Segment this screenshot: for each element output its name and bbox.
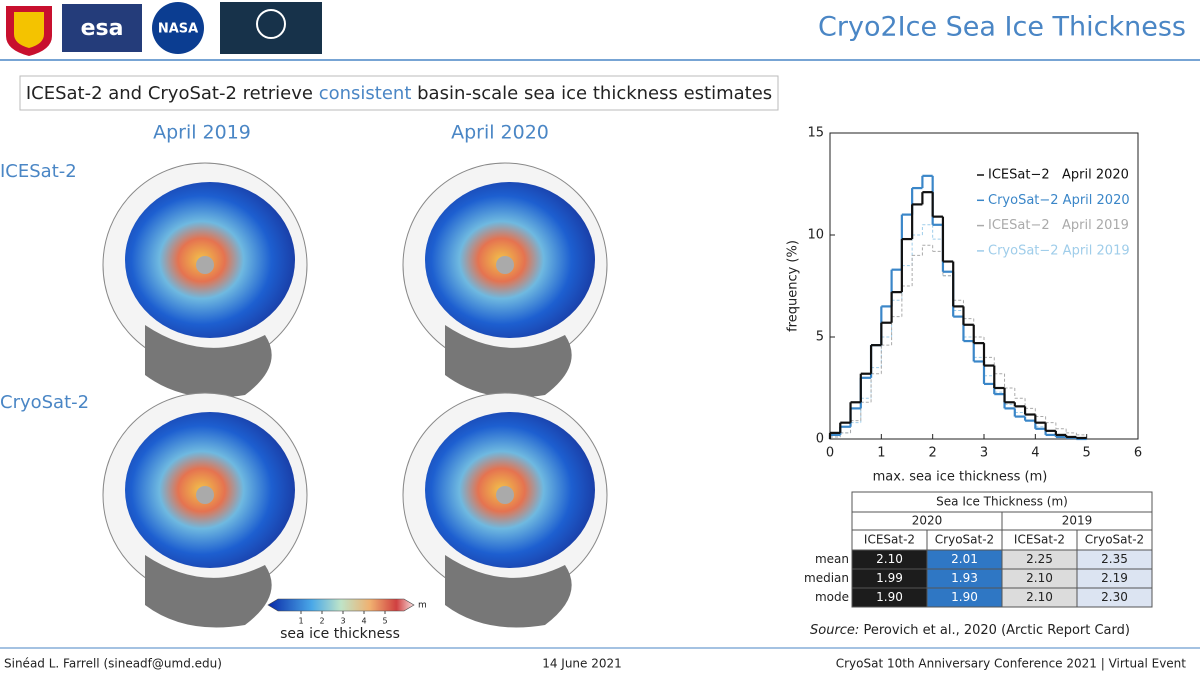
- legend-entry: ICESat−2 April 2020: [988, 168, 1129, 183]
- x-tick-label: 5: [1083, 446, 1091, 461]
- y-tick-label: 15: [807, 126, 824, 141]
- pole-hole: [496, 256, 514, 274]
- table-cell: [1076, 587, 1153, 608]
- legend-entry: CryoSat−2 April 2019: [988, 243, 1130, 258]
- mission-emblem: [256, 9, 286, 39]
- colorbar-ticks: 1 2 3 4 5: [298, 611, 388, 626]
- x-axis-label: max. sea ice thickness (m): [873, 470, 1048, 485]
- y-axis-label: frequency (%): [786, 240, 801, 332]
- land-mask: [445, 325, 572, 398]
- map-column-label: April 2020: [451, 122, 549, 144]
- plot-frame: [829, 132, 1139, 440]
- column-header: ICESat-2: [864, 533, 915, 547]
- map-row-label: CryoSat-2: [0, 392, 89, 413]
- footer-date: 14 June 2021: [542, 657, 622, 671]
- pole-hole: [496, 486, 514, 504]
- footer-author: Sinéad L. Farrell (sineadf@umd.edu): [4, 657, 222, 671]
- nasa-text: NASA: [158, 22, 198, 37]
- year: 2020: [912, 514, 943, 528]
- esa-logo: [62, 4, 142, 52]
- x-tick-label: 2: [929, 446, 937, 461]
- table-value: 1.93: [951, 571, 978, 585]
- table-value: 1.90: [876, 590, 903, 604]
- y-tick-label: 0: [816, 432, 824, 447]
- subtitle: ICESat-2 and CryoSat-2 retrieve consiste…: [26, 83, 772, 104]
- source: Source: Perovich et al., 2020 (Arctic Re…: [810, 623, 1130, 638]
- row-label: mean: [815, 552, 849, 566]
- y-tick-label: 5: [816, 330, 824, 345]
- pole-hole: [196, 256, 214, 274]
- logos: esa NASA: [6, 2, 322, 56]
- table-value: 2.25: [1026, 552, 1053, 566]
- legend-entry: ICESat−2 April 2019: [988, 218, 1129, 233]
- row-label: median: [804, 571, 849, 585]
- colorbar-tick-label: 5: [382, 617, 387, 626]
- table-value: 2.01: [951, 552, 978, 566]
- column-header: CryoSat-2: [1085, 533, 1144, 547]
- land-mask: [445, 555, 572, 628]
- land-mask: [145, 325, 272, 398]
- colorbar-tick-label: 4: [361, 617, 366, 626]
- subtitle-box: [19, 75, 779, 111]
- colorbar-tick-label: 3: [340, 617, 345, 626]
- table-value: 2.35: [1101, 552, 1128, 566]
- subtitle-highlight: consistent: [319, 83, 412, 104]
- row-label: mode: [815, 590, 849, 604]
- legend-entry: CryoSat−2 April 2020: [988, 193, 1130, 208]
- subtitle-part: ICESat-2 and CryoSat-2 retrieve: [26, 83, 319, 104]
- column-header: CryoSat-2: [935, 533, 994, 547]
- maps: April 2019 April 2020 ICESat-2 CryoSat-2: [0, 122, 608, 628]
- x-tick-label: 4: [1031, 446, 1039, 461]
- esa-text: esa: [81, 16, 124, 41]
- footer-event: CryoSat 10th Anniversary Conference 2021…: [836, 657, 1187, 671]
- source-text: Perovich et al., 2020 (Arctic Report Car…: [859, 623, 1130, 638]
- nasa-logo: [152, 2, 204, 54]
- x-tick-label: 3: [980, 446, 988, 461]
- histogram: max. sea ice thickness (m) frequency (%)…: [786, 126, 1143, 485]
- stats-table: Sea Ice Thickness (m) 2020 2019 ICESat-2 Cry…: [804, 491, 1153, 608]
- land-mask: [145, 555, 272, 628]
- colorbar-unit: m: [418, 601, 427, 611]
- table-value: 2.10: [1026, 590, 1053, 604]
- table-title: Sea Ice Thickness (m): [936, 495, 1068, 509]
- slide-title: Cryo2Ice Sea Ice Thickness: [818, 12, 1186, 43]
- colorbar-tick-label: 2: [319, 617, 324, 626]
- x-tick-label: 0: [826, 446, 834, 461]
- table-value: 1.90: [951, 590, 978, 604]
- subtitle-part: basin-scale sea ice thickness estimates: [411, 83, 772, 104]
- colorbar: [267, 598, 415, 612]
- table-value: 2.10: [1026, 571, 1053, 585]
- table-value: 1.99: [876, 571, 903, 585]
- y-tick-label: 10: [807, 228, 824, 243]
- table-value: 2.30: [1101, 590, 1128, 604]
- source-label: Source:: [810, 623, 859, 638]
- column-header: ICESat-2: [1014, 533, 1065, 547]
- map-column-label: April 2019: [153, 122, 251, 144]
- table-value: 2.19: [1101, 571, 1128, 585]
- colorbar-tick-label: 1: [298, 617, 303, 626]
- umd-logo-inner: [14, 12, 44, 48]
- x-tick-label: 6: [1134, 446, 1142, 461]
- colorbar-label: sea ice thickness: [280, 626, 400, 642]
- pole-hole: [196, 486, 214, 504]
- year: 2019: [1062, 514, 1093, 528]
- table-value: 2.10: [876, 552, 903, 566]
- x-tick-label: 1: [877, 446, 885, 461]
- map-row-label: ICESat-2: [0, 161, 77, 182]
